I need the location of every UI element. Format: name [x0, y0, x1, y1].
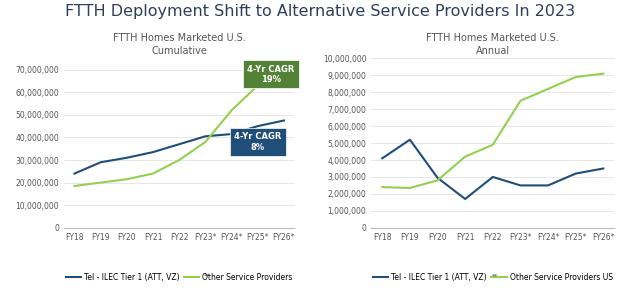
Title: FTTH Homes Marketed U.S.
Annual: FTTH Homes Marketed U.S. Annual [426, 33, 559, 56]
Text: 4-Yr CAGR
19%: 4-Yr CAGR 19% [247, 65, 294, 84]
Text: **: ** [492, 273, 498, 279]
Text: **: ** [204, 273, 210, 279]
Title: FTTH Homes Marketed U.S.
Cumulative: FTTH Homes Marketed U.S. Cumulative [113, 33, 246, 56]
Legend: Tel - ILEC Tier 1 (ATT, VZ), Other Service Providers US: Tel - ILEC Tier 1 (ATT, VZ), Other Servi… [370, 270, 616, 285]
Text: FTTH Deployment Shift to Alternative Service Providers In 2023: FTTH Deployment Shift to Alternative Ser… [65, 4, 575, 19]
Legend: Tel - ILEC Tier 1 (ATT, VZ), Other Service Providers: Tel - ILEC Tier 1 (ATT, VZ), Other Servi… [63, 270, 296, 285]
Text: 4-Yr CAGR
8%: 4-Yr CAGR 8% [234, 132, 282, 152]
